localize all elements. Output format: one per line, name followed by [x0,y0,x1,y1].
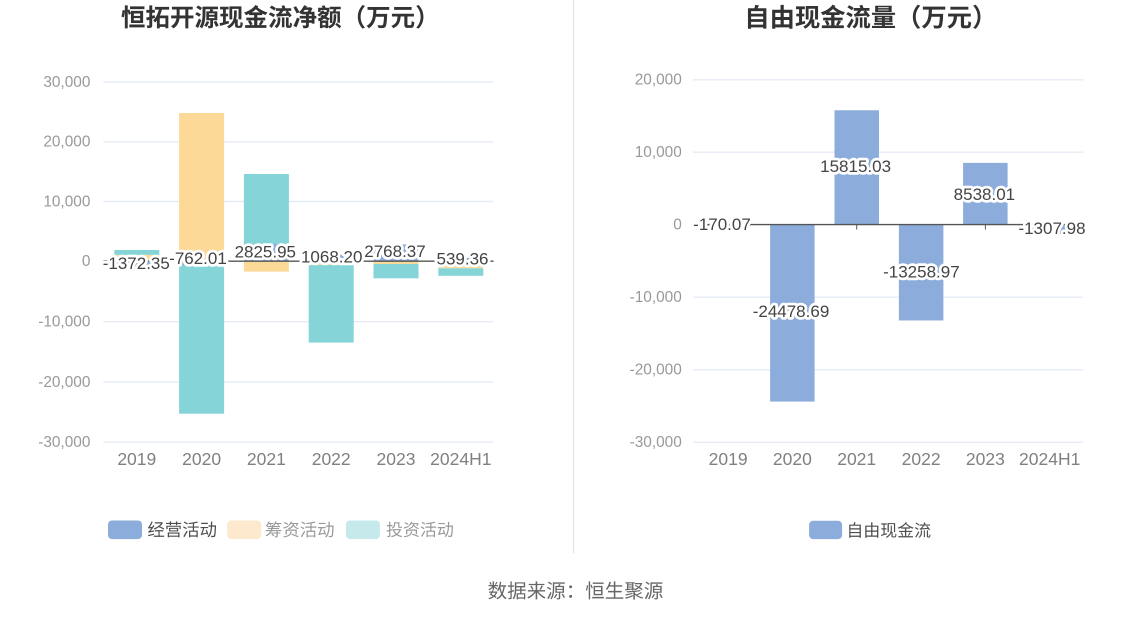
svg-text:2825.95: 2825.95 [235,243,296,262]
svg-text:-24478.69: -24478.69 [753,302,830,321]
svg-text:539.36: 539.36 [437,250,489,269]
svg-text:-30,000: -30,000 [38,434,90,451]
svg-text:-30,000: -30,000 [630,434,682,451]
svg-text:10,000: 10,000 [635,144,682,161]
svg-text:1068.20: 1068.20 [301,247,362,266]
svg-text:2022: 2022 [902,449,941,469]
svg-text:2022: 2022 [312,449,351,469]
svg-text:20,000: 20,000 [43,134,90,151]
svg-text:2024H1: 2024H1 [430,449,491,469]
svg-text:2023: 2023 [966,449,1005,469]
svg-text:0: 0 [82,253,91,270]
svg-text:2021: 2021 [247,449,286,469]
svg-text:-762.01: -762.01 [169,249,227,268]
svg-text:-13258.97: -13258.97 [883,263,960,282]
svg-text:-1372.35: -1372.35 [103,254,170,273]
svg-text:2020: 2020 [182,449,221,469]
svg-text:30,000: 30,000 [43,74,90,91]
svg-text:2019: 2019 [709,449,748,469]
svg-text:2023: 2023 [377,449,416,469]
svg-text:-10,000: -10,000 [630,289,682,306]
svg-text:8538.01: 8538.01 [954,185,1015,204]
svg-text:-170.07: -170.07 [693,215,751,234]
svg-text:-10,000: -10,000 [38,314,90,331]
svg-text:15815.03: 15815.03 [820,157,891,176]
svg-text:2768.37: 2768.37 [364,242,425,261]
svg-text:2020: 2020 [773,449,812,469]
svg-text:-20,000: -20,000 [38,374,90,391]
svg-text:-1307.98: -1307.98 [1018,219,1085,238]
svg-text:2021: 2021 [837,449,876,469]
svg-text:2024H1: 2024H1 [1019,449,1080,469]
svg-text:2019: 2019 [117,449,156,469]
svg-text:0: 0 [673,216,682,233]
svg-text:-20,000: -20,000 [630,362,682,379]
svg-text:20,000: 20,000 [635,72,682,89]
svg-text:10,000: 10,000 [43,193,90,210]
